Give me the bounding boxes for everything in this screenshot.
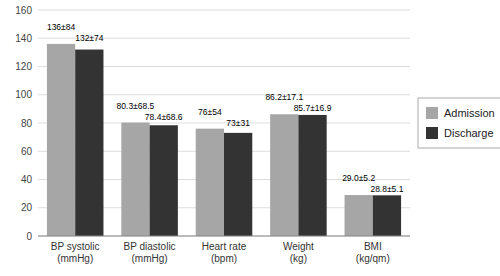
data-label: 78.4±68.6 <box>145 112 183 122</box>
bar <box>298 115 326 236</box>
x-axis-line <box>38 236 410 237</box>
data-label: 86.2±17.1 <box>265 92 303 102</box>
data-label: 136±84 <box>47 22 76 32</box>
x-tick-label-line: Heart rate <box>202 241 247 252</box>
chart-svg: 020406080100120140160BP systolic(mmHg)BP… <box>0 0 500 276</box>
grid <box>38 10 410 236</box>
chart-container: 020406080100120140160BP systolic(mmHg)BP… <box>0 0 500 276</box>
grid-line <box>38 236 410 237</box>
data-label: 29.0±5.2 <box>342 173 375 183</box>
bar <box>345 195 373 236</box>
x-tick-label-line: (bpm) <box>211 253 237 264</box>
y-tick-label: 80 <box>21 118 33 129</box>
legend-label: Discharge <box>444 127 494 139</box>
bar <box>75 50 103 236</box>
bar <box>196 129 224 236</box>
legend-swatch <box>426 107 438 119</box>
x-tick-label: BP systolic(mmHg) <box>51 241 100 264</box>
x-tick-label-line: BMI <box>364 241 382 252</box>
x-tick-label: BP diastolic(mmHg) <box>124 241 176 264</box>
data-label: 73±31 <box>226 118 250 128</box>
grid-line <box>38 10 410 11</box>
x-tick-label-line: (mmHg) <box>132 253 168 264</box>
x-tick-label-line: (kg) <box>290 253 307 264</box>
y-tick-label: 60 <box>21 146 33 157</box>
data-label: 80.3±68.5 <box>117 101 155 111</box>
y-tick-label: 140 <box>15 33 32 44</box>
x-tick-label-line: BP diastolic <box>124 241 176 252</box>
data-label: 85.7±16.9 <box>294 103 332 113</box>
legend-swatch <box>426 127 438 139</box>
y-tick-label: 160 <box>15 5 32 16</box>
bar <box>224 133 252 236</box>
data-label: 132±74 <box>75 33 104 43</box>
legend: Admission Discharge <box>418 98 500 148</box>
data-label: 76±54 <box>198 107 222 117</box>
bar <box>270 114 298 236</box>
x-tick-label-line: (mmHg) <box>57 253 93 264</box>
bar <box>121 123 149 236</box>
y-tick-label: 100 <box>15 89 32 100</box>
y-tick-label: 40 <box>21 174 33 185</box>
x-tick-label-line: BP systolic <box>51 241 100 252</box>
y-tick-label: 20 <box>21 202 33 213</box>
x-tick-label: Weight(kg) <box>283 241 314 264</box>
bar <box>373 195 401 236</box>
legend-frame <box>418 98 500 148</box>
page: {"chart_data": {"type": "bar", "categori… <box>0 0 500 276</box>
x-tick-label: BMI(kg/qm) <box>356 241 390 264</box>
x-tick-label-line: Weight <box>283 241 314 252</box>
x-tick-label-line: (kg/qm) <box>356 253 390 264</box>
y-tick-label: 0 <box>26 231 32 242</box>
y-tick-label: 120 <box>15 61 32 72</box>
data-label: 28.8±5.1 <box>370 184 403 194</box>
bars <box>47 44 401 236</box>
bar <box>150 125 178 236</box>
x-tick-label: Heart rate(bpm) <box>202 241 247 264</box>
legend-label: Admission <box>444 107 495 119</box>
bar <box>47 44 75 236</box>
